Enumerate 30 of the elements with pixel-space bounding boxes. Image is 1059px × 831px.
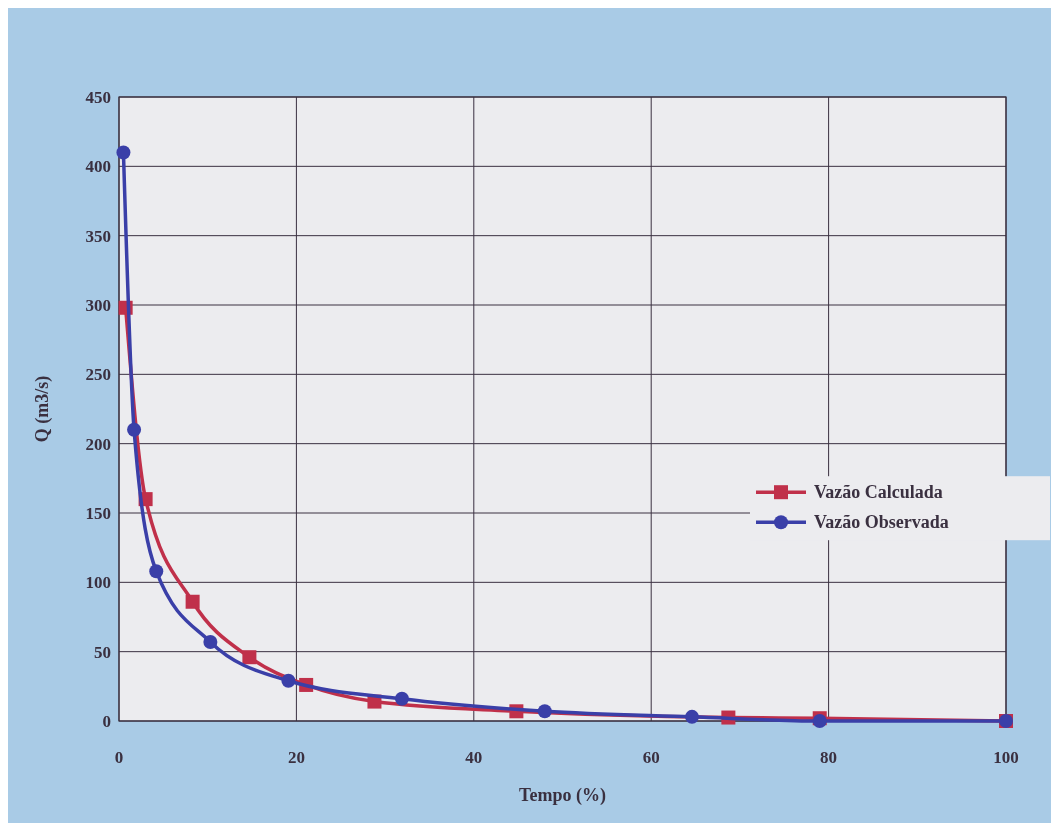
y-tick-label: 100	[85, 573, 111, 593]
legend-label: Vazão Observada	[814, 512, 949, 533]
y-tick-label: 350	[85, 226, 111, 246]
point	[116, 145, 131, 160]
x-tick-label: 40	[465, 748, 483, 767]
y-tick-label: 250	[85, 365, 111, 385]
point	[242, 650, 257, 665]
y-tick-label: 50	[94, 642, 111, 662]
point	[203, 634, 218, 649]
x-axis-title: Tempo (%)	[519, 785, 606, 806]
y-tick-label: 150	[85, 504, 111, 523]
x-tick-label: 80	[820, 748, 838, 767]
x-tick-label: 20	[287, 748, 305, 767]
y-tick-label: 400	[85, 157, 111, 177]
point	[281, 673, 296, 688]
y-tick-label: 0	[102, 712, 111, 731]
x-tick-label: 0	[114, 748, 124, 767]
y-tick-label: 450	[85, 88, 111, 107]
y-tick-label: 300	[85, 296, 111, 315]
point	[185, 594, 200, 609]
point	[537, 704, 552, 719]
x-tick-label: 60	[642, 748, 660, 767]
x-tick-label: 100	[993, 748, 1019, 767]
point	[149, 564, 164, 579]
legend-label: Vazão Calculada	[814, 482, 943, 503]
point	[394, 691, 409, 706]
point	[685, 709, 699, 724]
y-tick-label: 200	[85, 434, 111, 454]
point	[127, 422, 142, 437]
y-axis-title: Q (m3/s)	[32, 375, 53, 443]
